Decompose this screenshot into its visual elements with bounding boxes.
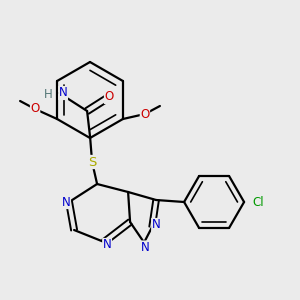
Text: Cl: Cl [252,196,264,208]
Text: N: N [62,196,70,208]
Text: N: N [103,238,112,251]
Text: H: H [44,88,52,100]
Text: S: S [88,155,96,169]
Text: N: N [141,241,149,254]
Text: O: O [140,107,149,121]
Text: O: O [104,91,114,103]
Text: N: N [59,86,68,100]
Text: N: N [152,218,161,232]
Text: O: O [31,103,40,116]
